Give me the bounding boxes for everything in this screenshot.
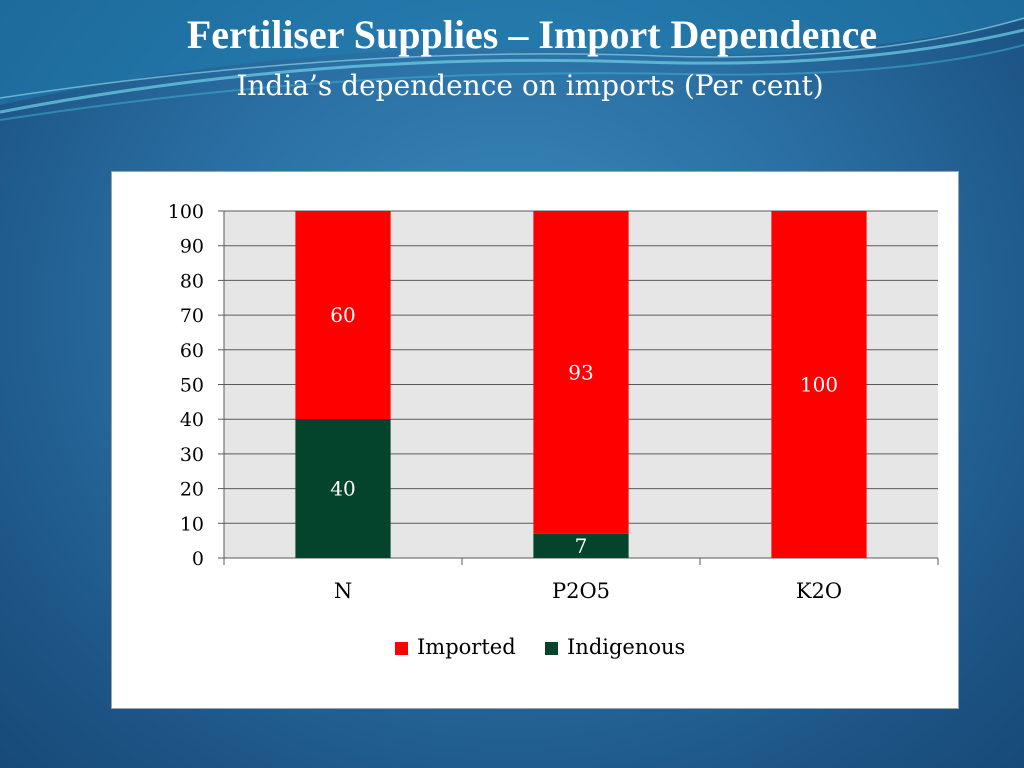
y-tick-label: 90 [180,236,204,258]
data-label-imported: 93 [568,360,593,384]
data-label-imported: 100 [800,373,838,397]
legend-swatch-indigenous [545,642,558,655]
legend-label-imported: Imported [417,635,516,659]
data-label-indigenous: 7 [575,534,588,558]
y-tick-label: 100 [168,201,204,223]
y-tick-label: 50 [180,375,204,397]
x-category-label: K2O [796,579,842,603]
y-tick-label: 40 [180,409,204,431]
y-tick-label: 30 [180,444,204,466]
y-tick-label: 80 [180,270,204,292]
data-label-indigenous: 40 [330,477,355,501]
x-category-label: N [334,579,352,603]
legend-label-indigenous: Indigenous [567,635,685,659]
slide-title: Fertiliser Supplies – Import Dependence [186,12,878,57]
bar-indigenous-n [295,419,391,558]
y-tick-label: 60 [180,340,204,362]
y-tick-label: 0 [192,548,204,570]
y-tick-label: 70 [180,305,204,327]
bar-imported-n [295,211,391,420]
legend-swatch-imported [395,642,408,655]
stacked-bar-chart: 0 10 20 30 40 50 60 70 80 90 100 40 60 N 7 93 P2O5 100 K2O… [168,201,939,659]
x-category-label: P2O5 [552,579,610,603]
y-tick-label: 20 [180,479,204,501]
bar-imported-k2o [771,211,867,558]
header-wave-decoration [0,0,1024,121]
y-tick-label: 10 [180,513,204,535]
slide-subtitle: India’s dependence on imports (Per cent) [236,69,824,102]
bar-indigenous-p2o5 [533,533,629,558]
bar-imported-p2o5 [533,211,629,534]
data-label-imported: 60 [330,303,355,327]
chart-container: 0 10 20 30 40 50 60 70 80 90 100 40 60 N 7 93 P2O5 100 K2O… [111,171,959,709]
